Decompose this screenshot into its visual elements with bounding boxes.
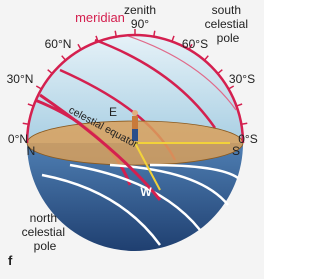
north-pole-line: pole: [34, 239, 57, 253]
direction-label: E: [109, 105, 117, 119]
latitude-label: 60°N: [45, 37, 72, 51]
direction-label: N: [27, 144, 36, 158]
latitude-label: 60°S: [182, 37, 208, 51]
tick: [241, 123, 247, 124]
south-pole-line: south: [212, 3, 241, 17]
panel-label: f: [8, 253, 13, 268]
tick: [115, 31, 116, 37]
north-pole-line: north: [30, 211, 57, 225]
tick: [23, 123, 29, 124]
tick: [154, 31, 155, 37]
latitude-label: 0°S: [238, 132, 257, 146]
direction-label: S: [232, 144, 240, 158]
latitude-label: 30°S: [229, 72, 255, 86]
north-pole-line: celestial: [22, 225, 65, 239]
latitude-label: 30°N: [7, 72, 34, 86]
zenith-angle: 90°: [131, 17, 149, 31]
latitude-label: 0°N: [8, 132, 28, 146]
south-pole-line: celestial: [205, 17, 248, 31]
meridian-label: meridian: [75, 10, 125, 25]
diagram: meridian zenith 90° south celestial pole…: [0, 0, 264, 279]
zenith-label: zenith: [124, 3, 156, 17]
south-pole-line: pole: [217, 31, 240, 45]
direction-label: W: [140, 185, 152, 199]
